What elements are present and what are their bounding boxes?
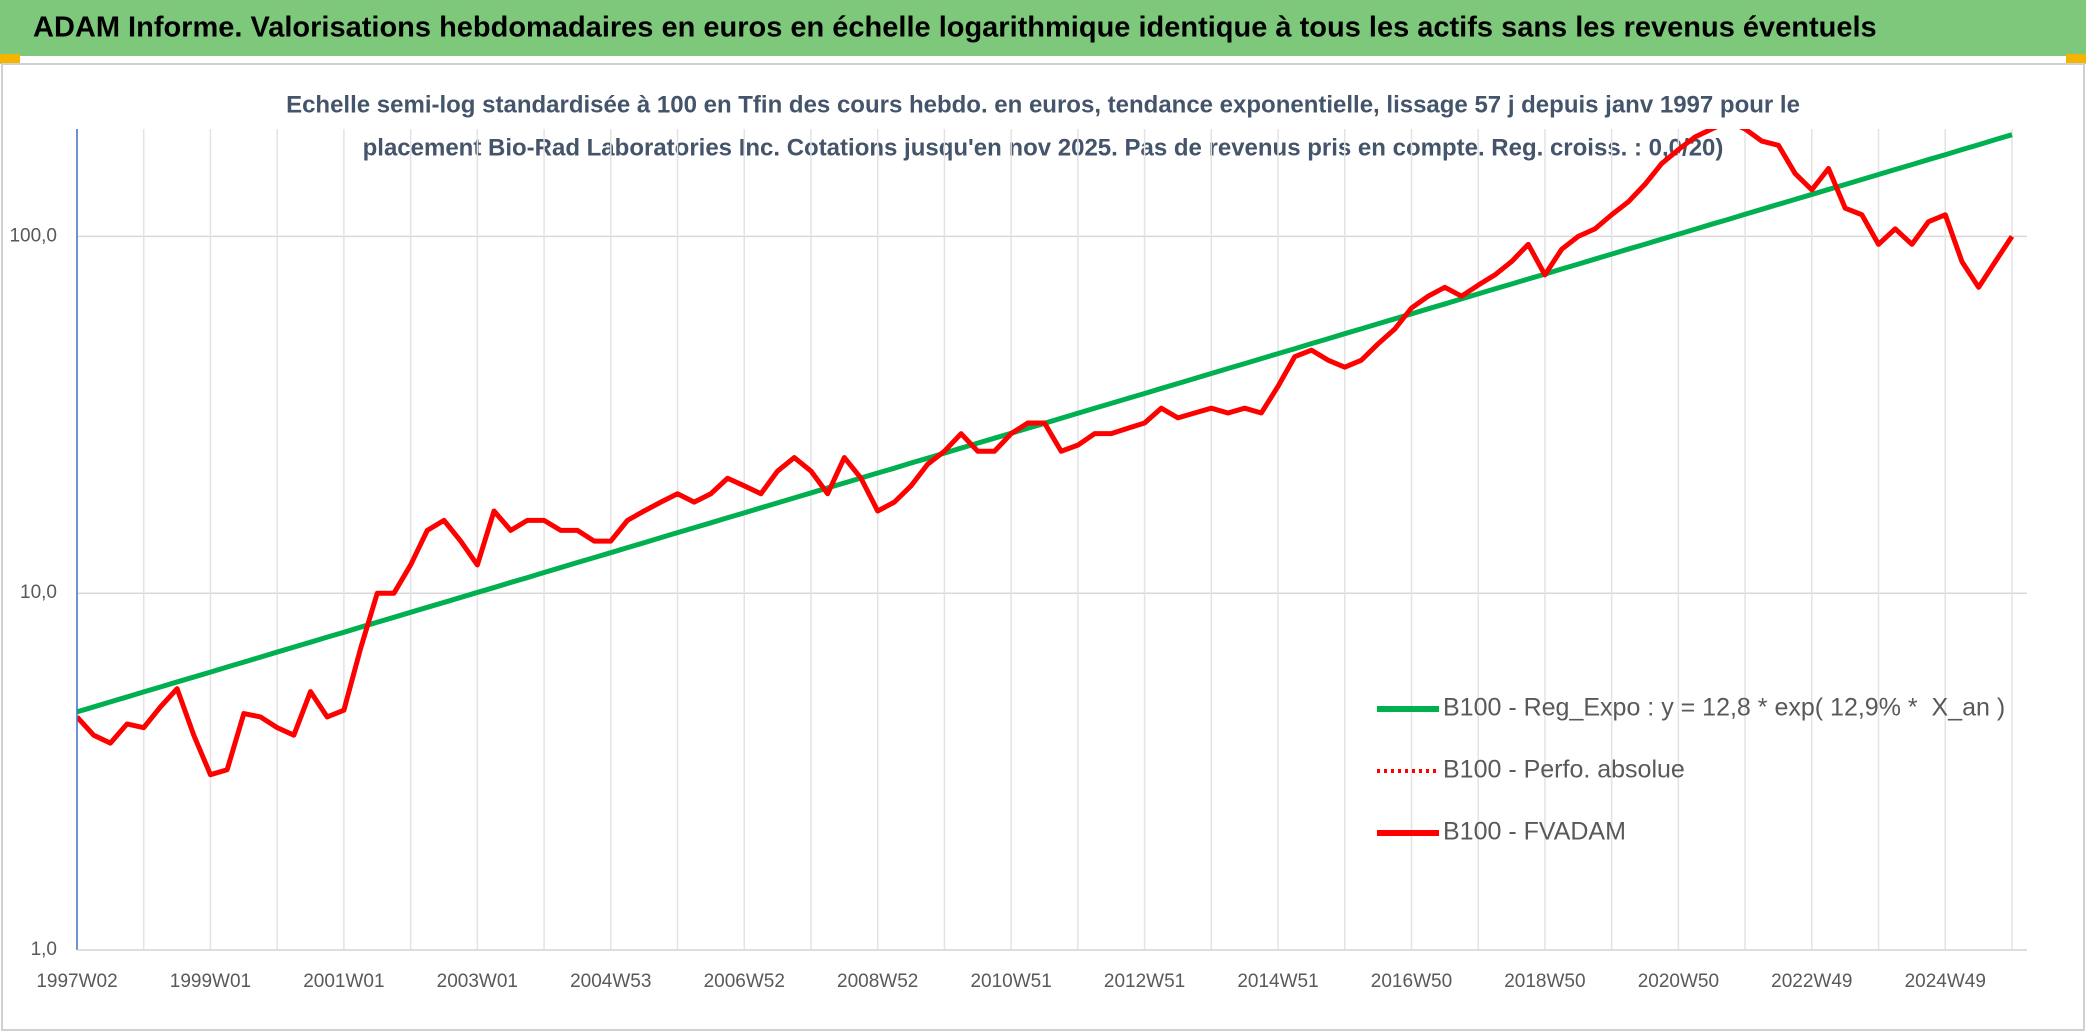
chart-subtitle: Echelle semi-log standardisée à 100 en T… — [286, 91, 1800, 118]
x-tick-label: 2020W50 — [1638, 971, 1719, 992]
x-tick-label: 2001W01 — [303, 971, 384, 992]
y-tick-label: 100,0 — [9, 225, 57, 246]
y-tick-label: 1,0 — [31, 939, 57, 960]
plot-area — [77, 129, 2015, 778]
chart-subtitle: placement Bio-Rad Laboratories Inc. Cota… — [363, 134, 1724, 161]
x-tick-label: 1997W02 — [36, 971, 117, 992]
x-tick-label: 2024W49 — [1905, 971, 1986, 992]
x-tick-label: 2010W51 — [970, 971, 1051, 992]
x-tick-label: 2016W50 — [1371, 971, 1452, 992]
legend-label: B100 - FVADAM — [1443, 818, 1626, 846]
x-tick-label: 2004W53 — [570, 971, 651, 992]
x-tick-label: 2012W51 — [1104, 971, 1185, 992]
x-tick-label: 2014W51 — [1237, 971, 1318, 992]
legend: B100 - Reg_Expo : y = 12,8 * exp( 12,9% … — [1377, 694, 2005, 846]
legend-label: B100 - Reg_Expo : y = 12,8 * exp( 12,9% … — [1443, 694, 2005, 722]
x-tick-label: 2022W49 — [1771, 971, 1852, 992]
title-bar — [0, 0, 2086, 56]
x-tick-label: 2018W50 — [1504, 971, 1585, 992]
chart-title: ADAM Informe. Valorisations hebdomadaire… — [33, 12, 1877, 44]
x-tick-label: 2003W01 — [437, 971, 518, 992]
x-tick-label: 2006W52 — [704, 971, 785, 992]
corner-mark — [2066, 54, 2086, 64]
x-tick-label: 2008W52 — [837, 971, 918, 992]
y-tick-label: 10,0 — [20, 582, 57, 603]
legend-label: B100 - Perfo. absolue — [1443, 756, 1685, 784]
corner-mark — [0, 54, 20, 64]
x-tick-label: 1999W01 — [170, 971, 251, 992]
line-series — [77, 129, 2015, 778]
chart-frame — [1, 63, 2085, 1031]
axes: 1,0 10,0 100,0 1997W02 1999W01 2001W01 2003W01… — [9, 129, 2027, 992]
